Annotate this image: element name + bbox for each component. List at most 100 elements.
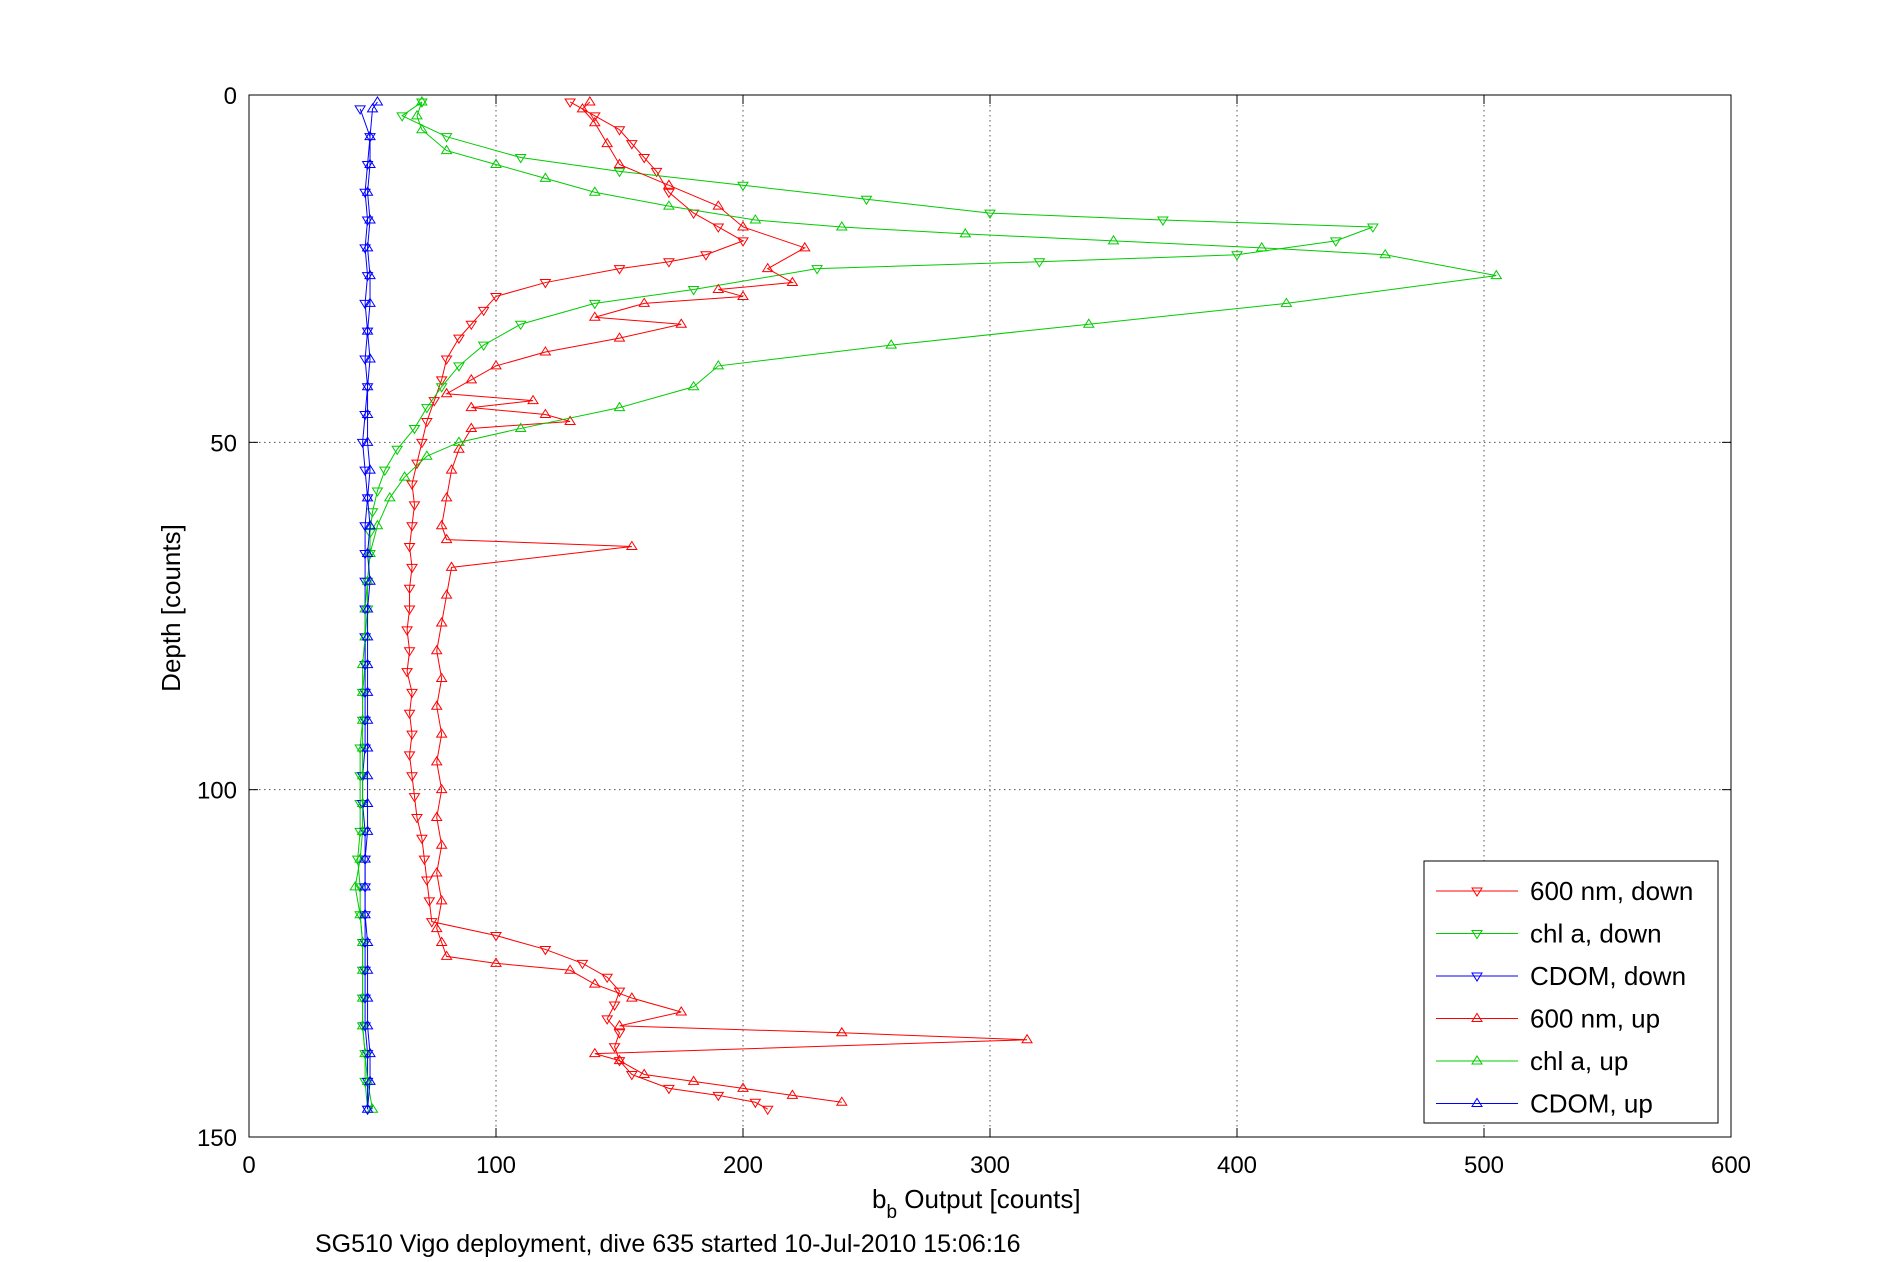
data-point: [361, 408, 374, 419]
data-point: [418, 855, 431, 866]
data-point: [588, 311, 601, 321]
data-point: [984, 209, 996, 220]
data-point: [625, 1070, 638, 1081]
data-point: [465, 373, 478, 384]
data-point: [401, 668, 413, 678]
data-point: [514, 422, 527, 432]
data-point: [662, 258, 675, 268]
data-point: [364, 464, 376, 474]
data-point: [737, 290, 749, 300]
data-point: [359, 853, 371, 863]
legend-marker: [1471, 1055, 1483, 1065]
data-point: [430, 867, 443, 877]
data-point: [406, 480, 418, 490]
y-tick-label: 100: [197, 778, 237, 805]
data-point: [440, 533, 453, 544]
data-point: [364, 130, 376, 141]
data-point: [371, 96, 384, 106]
data-point: [415, 438, 428, 449]
data-point: [514, 154, 527, 164]
data-point: [364, 353, 376, 363]
data-point: [361, 964, 374, 974]
grid: [249, 95, 1731, 1137]
data-point: [811, 265, 824, 275]
data-point: [1033, 258, 1046, 268]
data-point: [527, 394, 539, 405]
data-point: [435, 376, 448, 386]
data-point: [361, 603, 374, 613]
data-point: [786, 1089, 799, 1099]
series-line: [354, 101, 1497, 1110]
data-point: [613, 1019, 626, 1030]
data-point: [588, 299, 601, 310]
data-point: [371, 519, 384, 530]
data-point: [712, 1091, 725, 1102]
data-point: [359, 880, 371, 891]
data-point: [415, 834, 428, 845]
data-point: [361, 186, 374, 196]
data-point: [465, 422, 478, 432]
data-point: [354, 105, 367, 115]
x-tick-label: 0: [242, 1152, 255, 1179]
data-point: [453, 334, 465, 345]
data-point: [403, 751, 416, 761]
data-point: [430, 700, 443, 710]
data-point: [453, 443, 465, 453]
data-point: [435, 783, 448, 794]
data-point: [601, 137, 614, 148]
data-point: [687, 1075, 700, 1085]
data-point: [361, 547, 374, 557]
data-point: [435, 617, 448, 627]
data-point: [445, 464, 458, 474]
data-point: [378, 466, 391, 477]
data-point: [687, 286, 700, 296]
data-point: [564, 964, 577, 974]
data-point: [588, 186, 601, 196]
data-point: [435, 728, 448, 738]
x-axis-label: bb Output [counts]: [872, 1184, 1081, 1223]
legend: 600 nm, down chl a, down CDOM, down 600 nm,…: [1423, 860, 1719, 1124]
data-point: [477, 306, 490, 317]
data-point: [625, 140, 638, 150]
series-600-nm-up: [430, 96, 1033, 1106]
data-point: [737, 237, 749, 247]
data-point: [749, 214, 762, 224]
data-point: [366, 508, 379, 518]
data-point: [490, 957, 502, 967]
data-point: [391, 445, 404, 456]
data-point: [403, 543, 416, 553]
legend-box: [1423, 860, 1719, 1124]
data-point: [435, 894, 448, 905]
data-point: [440, 589, 453, 599]
data-point: [564, 415, 577, 425]
data-point: [420, 404, 433, 414]
data-point: [1379, 248, 1392, 259]
x-axis-label-rest: Output [counts]: [897, 1184, 1081, 1214]
data-point: [588, 116, 601, 127]
data-point: [675, 318, 688, 328]
data-point: [401, 626, 413, 636]
data-point: [411, 459, 423, 470]
data-point: [361, 797, 374, 808]
x-tick-label: 600: [1711, 1152, 1751, 1179]
data-point: [613, 167, 626, 178]
data-point: [361, 686, 374, 696]
data-point: [361, 491, 374, 502]
series-line: [406, 101, 768, 1110]
series-600-nm-down: [401, 98, 774, 1116]
data-point: [361, 769, 374, 780]
figure-caption: SG510 Vigo deployment, dive 635 started …: [315, 1230, 1021, 1258]
data-point: [687, 380, 700, 391]
data-point: [423, 897, 436, 907]
data-point: [420, 876, 433, 886]
data-point: [403, 647, 416, 657]
data-point: [406, 563, 418, 574]
data-point: [786, 276, 799, 287]
data-point: [608, 1043, 621, 1053]
data-point: [364, 158, 376, 168]
data-point: [359, 299, 371, 310]
data-point: [435, 383, 448, 393]
data-point: [420, 450, 433, 460]
data-point: [361, 436, 374, 446]
